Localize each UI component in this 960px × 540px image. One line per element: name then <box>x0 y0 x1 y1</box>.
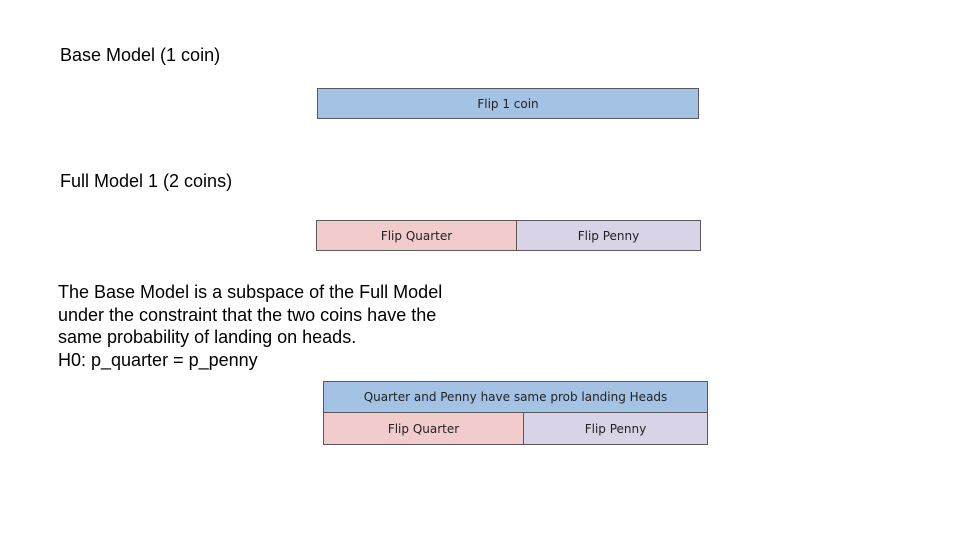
flip-penny-label: Flip Penny <box>584 421 647 436</box>
flip-1-coin-box: Flip 1 coin <box>317 88 699 119</box>
constraint-box: Quarter and Penny have same prob landing… <box>323 381 708 413</box>
constrained-flip-quarter-box: Flip Quarter <box>323 412 524 445</box>
flip-penny-label: Flip Penny <box>577 228 640 243</box>
full-model-flip-quarter-box: Flip Quarter <box>316 220 517 251</box>
constraint-label: Quarter and Penny have same prob landing… <box>363 390 668 404</box>
base-model-heading: Base Model (1 coin) <box>60 45 221 65</box>
explanation-line-1: The Base Model is a subspace of the Full… <box>58 282 443 302</box>
full-model-flip-penny-box: Flip Penny <box>516 220 701 251</box>
flip-quarter-label: Flip Quarter <box>380 228 453 243</box>
explanation-text: The Base Model is a subspace of the Full… <box>58 281 478 371</box>
flip-1-coin-label: Flip 1 coin <box>477 96 539 111</box>
explanation-line-2: under the constraint that the two coins … <box>58 304 437 325</box>
explanation-line-3: same probability of landing on heads. <box>58 327 357 347</box>
flip-quarter-label: Flip Quarter <box>387 421 460 436</box>
full-model-heading: Full Model 1 (2 coins) <box>60 171 233 191</box>
hypothesis-line: H0: p_quarter = p_penny <box>58 349 258 370</box>
constrained-flip-penny-box: Flip Penny <box>523 412 708 445</box>
